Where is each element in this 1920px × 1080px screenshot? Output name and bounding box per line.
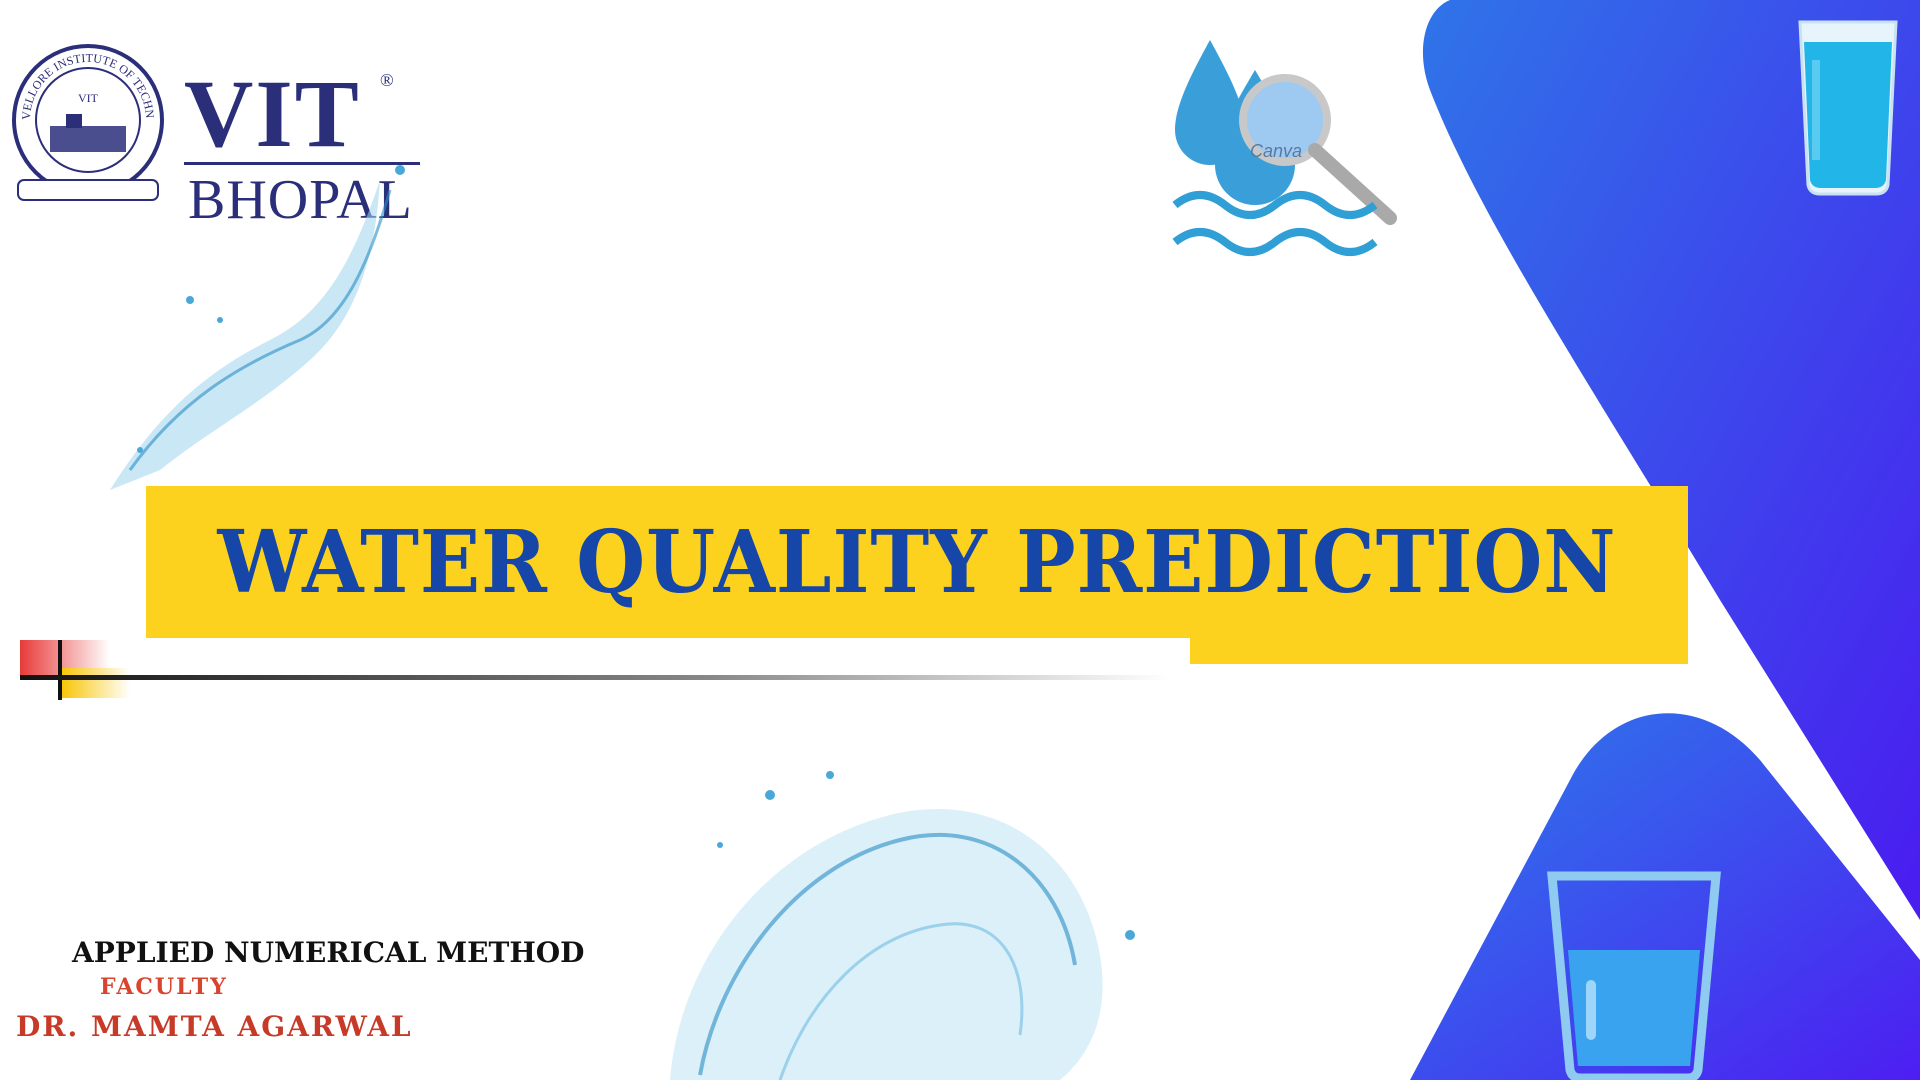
title-banner-tab (1190, 636, 1688, 664)
faculty-name: DR. MAMTA AGARWAL (16, 1010, 413, 1043)
water-glass-half-icon (1547, 871, 1721, 1080)
water-drop-magnifier-icon: Canva (1172, 40, 1397, 256)
canva-watermark-text: Canva (1250, 141, 1302, 161)
svg-text:VELLORE INSTITUTE OF TECHNOLOG: VELLORE INSTITUTE OF TECHNOLOGY (8, 40, 157, 120)
decorative-rule (20, 640, 1170, 700)
faculty-label: FACULTY (100, 974, 228, 1000)
water-glass-full-icon (1798, 20, 1898, 196)
course-name: APPLIED NUMERICAL METHOD (72, 936, 585, 969)
logo-divider (184, 162, 420, 165)
water-splash-icon (110, 165, 405, 490)
vit-seal-icon: VELLORE INSTITUTE OF TECHNOLOGY VIT (8, 40, 164, 201)
svg-text:VIT: VIT (78, 91, 99, 105)
slide-title: WATER QUALITY PREDICTION (217, 511, 1617, 613)
logo-registered-mark: ® (380, 70, 394, 90)
vit-bhopal-logo: VELLORE INSTITUTE OF TECHNOLOGY VIT VIT … (8, 40, 428, 228)
logo-vit-text: VIT (184, 60, 361, 167)
water-splash-icon (670, 771, 1135, 1080)
title-banner (146, 486, 1688, 638)
